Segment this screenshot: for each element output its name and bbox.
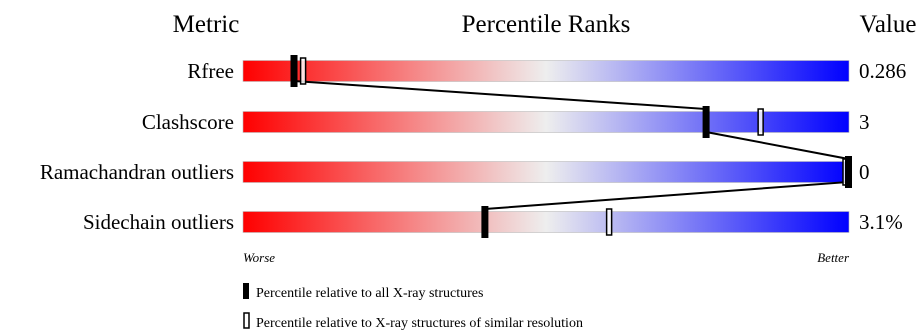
clashscore-all-structures-marker [702, 106, 710, 138]
clashscore-similar-resolution-marker [757, 108, 764, 136]
sidechain-outliers-value: 3.1% [859, 210, 903, 234]
clashscore-bar [242, 111, 850, 133]
rfree-label: Rfree [187, 59, 234, 83]
rfree-value: 0.286 [859, 59, 906, 83]
sidechain-outliers-bar [242, 211, 850, 233]
ramachandran-outliers-value: 0 [859, 160, 870, 184]
ramachandran-outliers-label: Ramachandran outliers [40, 160, 234, 184]
legend-filled-marker-icon [243, 283, 249, 299]
sidechain-outliers-all-structures-marker [481, 206, 489, 238]
legend-similar-label: Percentile relative to X-ray structures … [256, 316, 583, 331]
rfree-similar-resolution-marker [299, 57, 307, 85]
legend-all-label: Percentile relative to all X-ray structu… [256, 286, 483, 301]
value-header: Value [860, 11, 917, 38]
metric-header: Metric [173, 11, 240, 38]
rfree-all-structures-marker [290, 55, 298, 87]
ramachandran-outliers-all-structures-marker [845, 156, 852, 188]
rfree-bar [242, 60, 850, 82]
percentile-connector-line [293, 80, 850, 210]
percentile-ranks-header: Percentile Ranks [462, 11, 631, 38]
clashscore-value: 3 [859, 110, 870, 134]
better-label: Better [817, 250, 850, 265]
clashscore-label: Clashscore [142, 110, 234, 134]
worse-label: Worse [243, 250, 275, 265]
sidechain-outliers-label: Sidechain outliers [83, 210, 234, 234]
ramachandran-outliers-bar [242, 161, 850, 183]
sidechain-outliers-similar-resolution-marker [605, 208, 613, 236]
legend-hollow-marker-icon [243, 312, 250, 329]
